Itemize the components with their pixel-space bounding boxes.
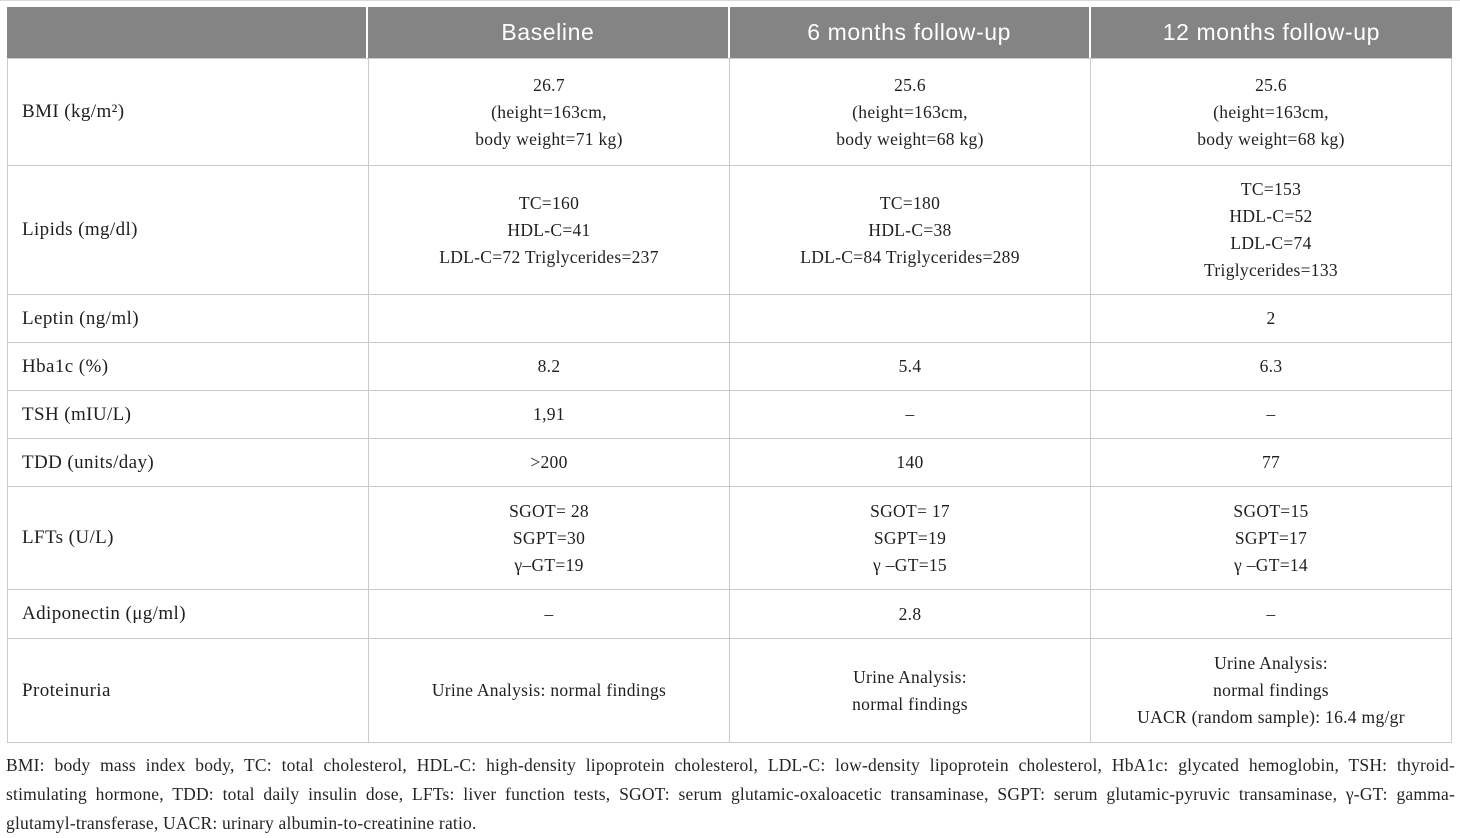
table-footnote: BMI: body mass index body, TC: total cho…: [6, 751, 1455, 838]
cell-leptin-12m: 2: [1090, 294, 1452, 343]
footnote-line: glutamyl-transferase, UACR: urinary albu…: [6, 813, 477, 833]
table-row-lfts: LFTs (U/L) SGOT= 28 SGPT=30 γ–GT=19 SGOT…: [7, 486, 1452, 590]
header-empty: [7, 7, 369, 58]
cell-tdd-baseline: >200: [368, 438, 730, 487]
cell-bmi-12m: 25.6 (height=163cm, body weight=68 kg): [1090, 58, 1452, 166]
row-label-leptin: Leptin (ng/ml): [7, 294, 369, 343]
row-label-proteinuria: Proteinuria: [7, 638, 369, 743]
cell-hba1c-baseline: 8.2: [368, 342, 730, 391]
table-row-lipids: Lipids (mg/dl) TC=160 HDL-C=41 LDL-C=72 …: [7, 165, 1452, 295]
footnote-line: stimulating hormone, TDD: total daily in…: [6, 784, 1455, 804]
header-6-months: 6 months follow-up: [730, 7, 1091, 58]
cell-lipids-12m: TC=153 HDL-C=52 LDL-C=74 Triglycerides=1…: [1090, 165, 1452, 295]
cell-adiponectin-baseline: –: [368, 589, 730, 639]
table-row-leptin: Leptin (ng/ml) 2: [7, 294, 1452, 343]
row-label-lipids: Lipids (mg/dl): [7, 165, 369, 295]
table-header-row: Baseline 6 months follow-up 12 months fo…: [7, 7, 1452, 58]
cell-leptin-6m: [729, 294, 1091, 343]
cell-tdd-6m: 140: [729, 438, 1091, 487]
cell-lfts-6m: SGOT= 17 SGPT=19 γ –GT=15: [729, 486, 1091, 590]
cell-hba1c-6m: 5.4: [729, 342, 1091, 391]
table-body: BMI (kg/m²) 26.7 (height=163cm, body wei…: [7, 58, 1452, 743]
row-label-tdd: TDD (units/day): [7, 438, 369, 487]
cell-bmi-baseline: 26.7 (height=163cm, body weight=71 kg): [368, 58, 730, 166]
top-divider: [0, 0, 1460, 1]
row-label-lfts: LFTs (U/L): [7, 486, 369, 590]
table-row-tdd: TDD (units/day) >200 140 77: [7, 438, 1452, 487]
row-label-adiponectin: Adiponectin (μg/ml): [7, 589, 369, 639]
cell-adiponectin-12m: –: [1090, 589, 1452, 639]
header-baseline: Baseline: [368, 7, 730, 58]
table-row-tsh: TSH (mIU/L) 1,91 – –: [7, 390, 1452, 439]
clinical-results-table: Baseline 6 months follow-up 12 months fo…: [7, 7, 1452, 743]
row-label-tsh: TSH (mIU/L): [7, 390, 369, 439]
cell-tsh-6m: –: [729, 390, 1091, 439]
table-row-bmi: BMI (kg/m²) 26.7 (height=163cm, body wei…: [7, 58, 1452, 166]
cell-adiponectin-6m: 2.8: [729, 589, 1091, 639]
cell-lfts-12m: SGOT=15 SGPT=17 γ –GT=14: [1090, 486, 1452, 590]
cell-tdd-12m: 77: [1090, 438, 1452, 487]
cell-hba1c-12m: 6.3: [1090, 342, 1452, 391]
footnote-line: BMI: body mass index body, TC: total cho…: [6, 755, 1455, 775]
cell-bmi-6m: 25.6 (height=163cm, body weight=68 kg): [729, 58, 1091, 166]
cell-tsh-12m: –: [1090, 390, 1452, 439]
cell-proteinuria-baseline: Urine Analysis: normal findings: [368, 638, 730, 743]
header-12-months: 12 months follow-up: [1162, 19, 1380, 45]
cell-lfts-baseline: SGOT= 28 SGPT=30 γ–GT=19: [368, 486, 730, 590]
cell-lipids-baseline: TC=160 HDL-C=41 LDL-C=72 Triglycerides=2…: [368, 165, 730, 295]
table-row-proteinuria: Proteinuria Urine Analysis: normal findi…: [7, 638, 1452, 743]
cell-tsh-baseline: 1,91: [368, 390, 730, 439]
cell-leptin-baseline: [368, 294, 730, 343]
row-label-bmi: BMI (kg/m²): [7, 58, 369, 166]
cell-lipids-6m: TC=180 HDL-C=38 LDL-C=84 Triglycerides=2…: [729, 165, 1091, 295]
table-row-adiponectin: Adiponectin (μg/ml) – 2.8 –: [7, 589, 1452, 639]
cell-proteinuria-12m: Urine Analysis: normal findings UACR (ra…: [1090, 638, 1452, 743]
row-label-hba1c: Hba1c (%): [7, 342, 369, 391]
table-row-hba1c: Hba1c (%) 8.2 5.4 6.3: [7, 342, 1452, 391]
cell-proteinuria-6m: Urine Analysis: normal findings: [729, 638, 1091, 743]
